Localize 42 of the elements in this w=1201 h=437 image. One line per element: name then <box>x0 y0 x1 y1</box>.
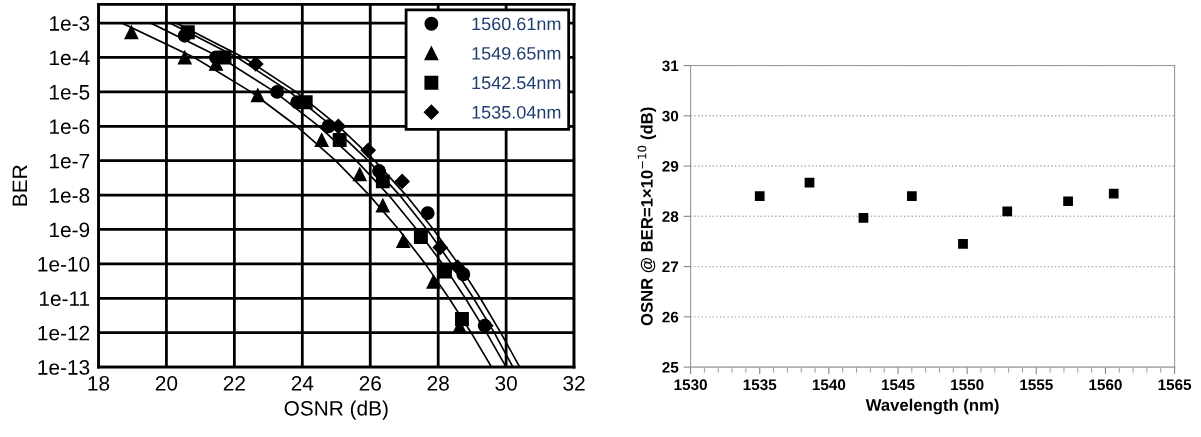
y-axis-title: BER <box>12 165 27 206</box>
y-tick-label: 1e-3 <box>50 16 90 31</box>
x-tick-label: 30 <box>495 375 517 391</box>
y-tick-label: 27 <box>662 261 679 273</box>
y-tick-label: 1e-10 <box>38 256 90 272</box>
x-axis-title: OSNR (dB) <box>284 400 388 420</box>
x-tick-label: 1555 <box>1020 379 1053 391</box>
y-tick-label: 29 <box>662 160 679 172</box>
y-tick-label: 28 <box>662 211 679 222</box>
y-tick-label: 1e-6 <box>50 119 90 135</box>
y-tick-label: 26 <box>662 311 679 323</box>
x-tick-label: 1545 <box>881 379 915 391</box>
x-tick-label: 28 <box>427 375 449 391</box>
y-tick-label: 25 <box>662 361 679 373</box>
legend-label: 1549.65nm <box>472 46 561 60</box>
x-tick-label: 32 <box>563 375 585 391</box>
x-tick-label: 1550 <box>951 379 984 391</box>
x-tick-label: 24 <box>291 375 314 391</box>
x-tick-label: 1535 <box>743 379 777 391</box>
x-tick-label: 1540 <box>812 379 846 391</box>
y-tick-label: 1e-8 <box>50 188 90 203</box>
y-tick-label: 1e-9 <box>50 222 90 238</box>
y-tick-label: 1e-12 <box>38 325 90 341</box>
legend-label: 1560.61nm <box>472 17 561 31</box>
legend-label: 1535.04nm <box>472 105 561 119</box>
x-tick-label: 1560 <box>1089 379 1122 391</box>
y-tick-label: 1e-13 <box>38 360 90 375</box>
x-tick-label: 18 <box>88 375 110 391</box>
y-tick-label: 30 <box>662 110 679 122</box>
x-tick-label: 22 <box>223 375 245 391</box>
y-tick-label: 1e-7 <box>50 153 90 169</box>
x-tick-label: 20 <box>155 375 178 391</box>
x-tick-label: 1565 <box>1158 379 1192 391</box>
y-axis-title: OSNR @ BER=1×10$^{−10}$ (dB) <box>637 107 657 326</box>
y-tick-label: 1e-11 <box>40 291 90 307</box>
y-tick-label: 1e-4 <box>50 50 90 66</box>
y-tick-label: 31 <box>662 60 679 72</box>
x-axis-title: Wavelength (nm) <box>865 398 999 415</box>
x-tick-label: 1530 <box>674 379 707 391</box>
legend-label: 1542.54nm <box>472 76 561 90</box>
y-tick-label: 1e-5 <box>50 85 90 100</box>
x-tick-label: 26 <box>359 375 381 391</box>
